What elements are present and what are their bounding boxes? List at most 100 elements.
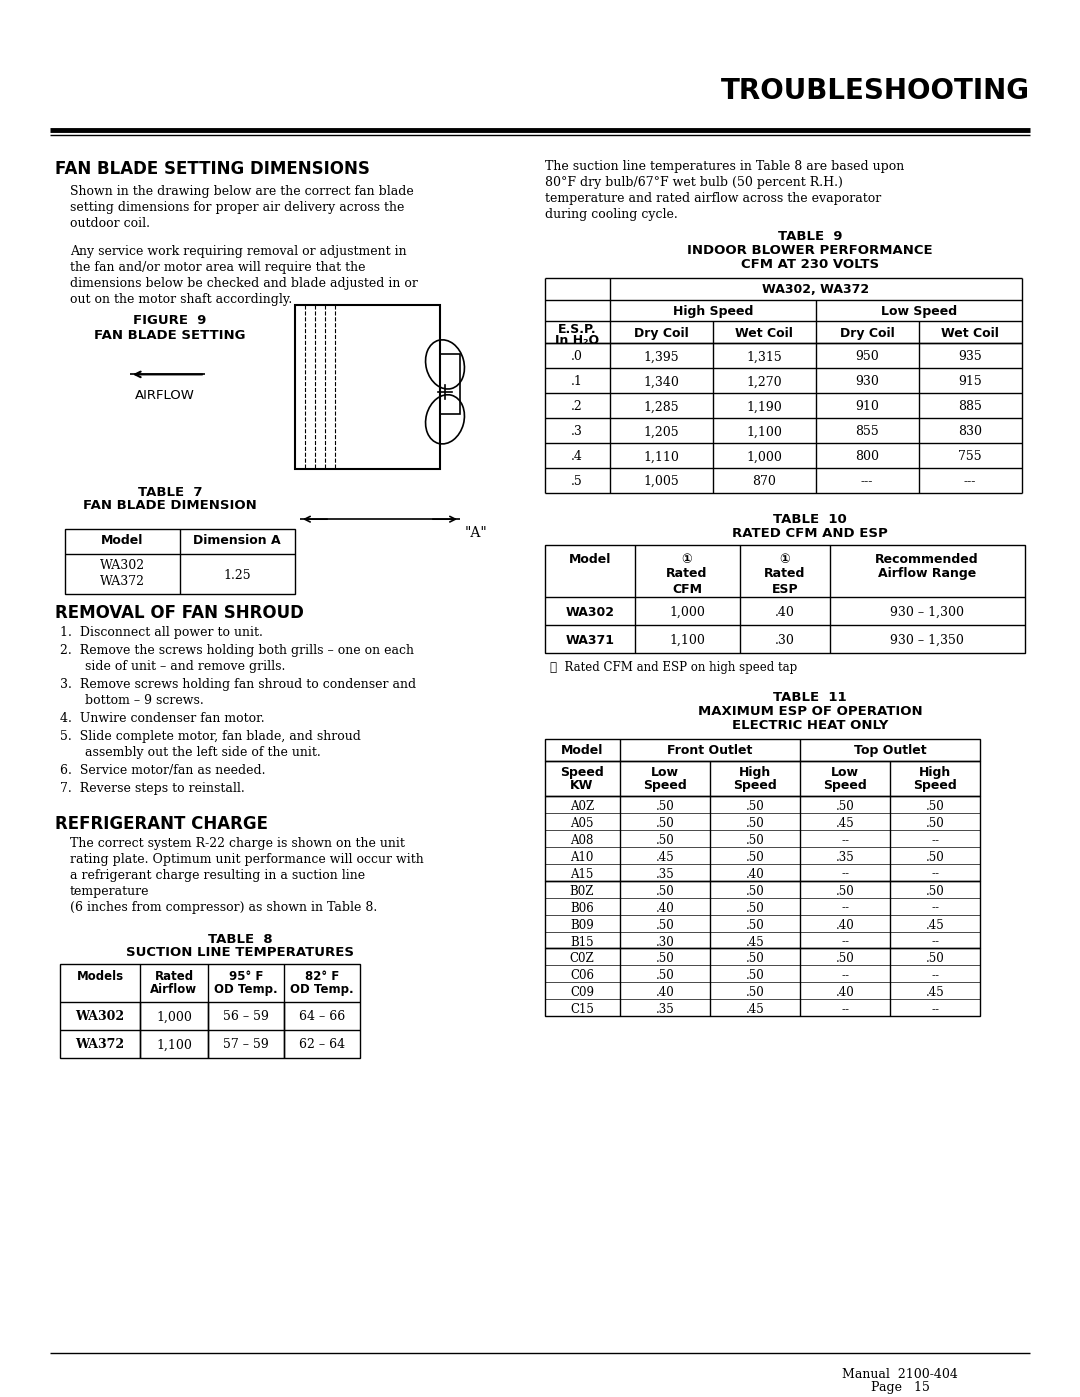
Text: 1,000: 1,000 [746, 450, 782, 464]
Text: Speed: Speed [643, 778, 687, 792]
Text: 3.  Remove screws holding fan shroud to condenser and: 3. Remove screws holding fan shroud to c… [60, 678, 416, 692]
Text: 755: 755 [958, 450, 982, 464]
Text: 870: 870 [752, 475, 775, 488]
Text: TABLE  9: TABLE 9 [778, 229, 842, 243]
Text: Dimension A: Dimension A [193, 534, 281, 548]
Text: 95° F: 95° F [229, 971, 264, 983]
Text: ①: ① [681, 553, 692, 566]
Text: 1,000: 1,000 [670, 606, 705, 619]
Text: Low: Low [831, 766, 859, 778]
Text: .30: .30 [656, 936, 674, 949]
Text: 57 – 59: 57 – 59 [224, 1038, 269, 1052]
Text: .50: .50 [656, 970, 674, 982]
Text: Model: Model [561, 743, 604, 757]
Text: --: -- [841, 970, 849, 982]
Text: .5: .5 [571, 475, 583, 488]
Text: bottom – 9 screws.: bottom – 9 screws. [85, 694, 204, 707]
Text: A05: A05 [570, 817, 594, 830]
Text: 935: 935 [958, 351, 982, 363]
Text: .50: .50 [656, 799, 674, 813]
Text: .35: .35 [656, 868, 674, 880]
Text: --: -- [931, 1003, 939, 1017]
Text: .3: .3 [571, 425, 583, 439]
Text: 56 – 59: 56 – 59 [224, 1010, 269, 1024]
Text: A08: A08 [570, 834, 594, 847]
Text: .40: .40 [775, 606, 795, 619]
Text: Dry Coil: Dry Coil [634, 327, 688, 341]
Text: 930 – 1,300: 930 – 1,300 [890, 606, 964, 619]
Text: .50: .50 [836, 799, 854, 813]
Text: TABLE  11: TABLE 11 [773, 692, 847, 704]
Text: RATED CFM AND ESP: RATED CFM AND ESP [732, 527, 888, 541]
Text: .50: .50 [745, 970, 765, 982]
Text: 7.  Reverse steps to reinstall.: 7. Reverse steps to reinstall. [60, 782, 245, 795]
Text: .45: .45 [926, 919, 944, 932]
Text: 1,205: 1,205 [644, 425, 679, 439]
Text: WA302: WA302 [76, 1010, 124, 1024]
Text: Low: Low [651, 766, 679, 778]
Text: B15: B15 [570, 936, 594, 949]
Text: A10: A10 [570, 851, 594, 863]
Text: Page   15: Page 15 [870, 1380, 930, 1394]
Text: .45: .45 [745, 936, 765, 949]
Text: 1,315: 1,315 [746, 351, 782, 363]
Text: .1: .1 [571, 376, 583, 388]
Text: .45: .45 [836, 817, 854, 830]
Text: Any service work requiring removal or adjustment in
the fan and/or motor area wi: Any service work requiring removal or ad… [70, 244, 418, 306]
Bar [545, 545, 1025, 652]
Text: OD Temp.: OD Temp. [214, 983, 278, 996]
Text: Speed: Speed [733, 778, 777, 792]
Text: MAXIMUM ESP OF OPERATION: MAXIMUM ESP OF OPERATION [698, 705, 922, 718]
Text: 1,100: 1,100 [157, 1038, 192, 1052]
Text: INDOOR BLOWER PERFORMANCE: INDOOR BLOWER PERFORMANCE [687, 243, 933, 257]
Text: WA302, WA372: WA302, WA372 [762, 282, 869, 296]
Text: side of unit – and remove grills.: side of unit – and remove grills. [85, 659, 285, 673]
Text: 5.  Slide complete motor, fan blade, and shroud: 5. Slide complete motor, fan blade, and … [60, 729, 361, 743]
Text: 950: 950 [855, 351, 879, 363]
Text: --: -- [841, 834, 849, 847]
Text: 1,100: 1,100 [670, 634, 705, 647]
Text: --: -- [841, 1003, 849, 1017]
Text: 830: 830 [958, 425, 982, 439]
Text: .30: .30 [775, 634, 795, 647]
Text: .40: .40 [656, 986, 674, 999]
Text: 1,395: 1,395 [644, 351, 679, 363]
Bar [545, 761, 980, 796]
Text: CFM AT 230 VOLTS: CFM AT 230 VOLTS [741, 257, 879, 271]
Text: .50: .50 [745, 834, 765, 847]
Text: .50: .50 [926, 884, 944, 898]
Bar [440, 355, 460, 415]
Text: FIGURE  9: FIGURE 9 [133, 314, 206, 327]
Text: .50: .50 [745, 901, 765, 915]
Text: .50: .50 [745, 817, 765, 830]
Text: C15: C15 [570, 1003, 594, 1017]
Text: 6.  Service motor/fan as needed.: 6. Service motor/fan as needed. [60, 764, 266, 777]
Text: E.S.P.: E.S.P. [557, 324, 596, 337]
Bar [545, 949, 980, 1017]
Text: Wet Coil: Wet Coil [941, 327, 999, 341]
Text: 1,270: 1,270 [746, 376, 782, 388]
Text: .4: .4 [571, 450, 583, 464]
Text: Model: Model [569, 553, 611, 566]
Text: KW: KW [570, 778, 594, 792]
Text: High: High [919, 766, 951, 778]
Text: In H₂O: In H₂O [555, 334, 599, 348]
Text: 1.25: 1.25 [224, 569, 251, 583]
Text: .50: .50 [745, 851, 765, 863]
Text: A15: A15 [570, 868, 594, 880]
Text: C0Z: C0Z [569, 953, 594, 965]
Text: 910: 910 [855, 401, 879, 414]
Text: 930: 930 [855, 376, 879, 388]
Text: Speed: Speed [913, 778, 957, 792]
Text: .35: .35 [656, 1003, 674, 1017]
Text: .50: .50 [926, 953, 944, 965]
Text: --: -- [931, 868, 939, 880]
Text: Shown in the drawing below are the correct fan blade
setting dimensions for prop: Shown in the drawing below are the corre… [70, 184, 414, 229]
Text: --: -- [841, 901, 849, 915]
Text: Rated
ESP: Rated ESP [765, 567, 806, 597]
Text: FAN BLADE DIMENSION: FAN BLADE DIMENSION [83, 499, 257, 513]
Text: 915: 915 [958, 376, 982, 388]
Text: B06: B06 [570, 901, 594, 915]
Text: Dry Coil: Dry Coil [839, 327, 894, 341]
Text: .50: .50 [656, 953, 674, 965]
